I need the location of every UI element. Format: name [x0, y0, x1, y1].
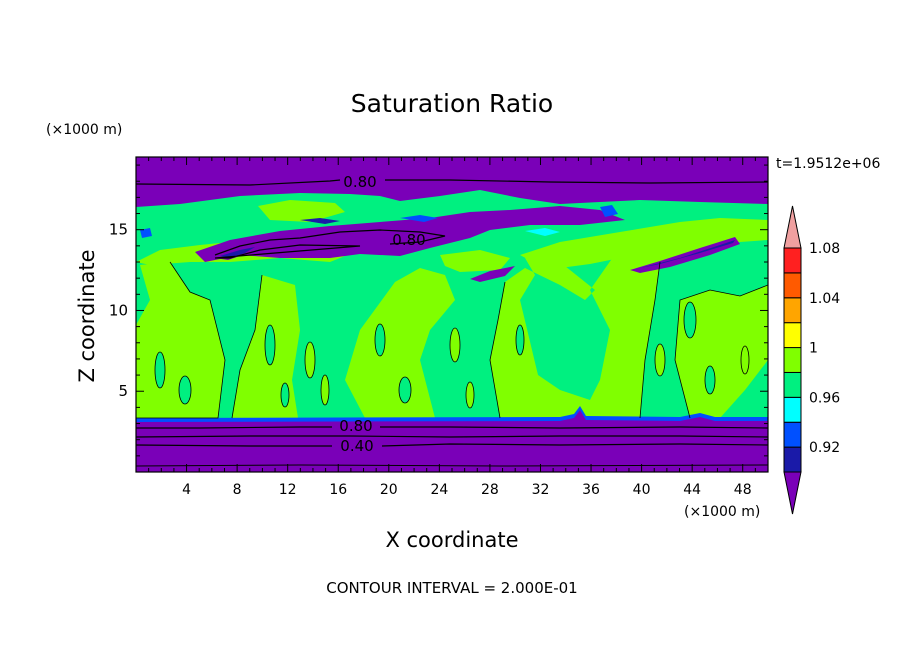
colorbar-swatch — [783, 371, 802, 398]
x-axis: 4 8 12 16 20 24 28 32 36 40 44 48 — [148, 157, 756, 498]
moist-column — [490, 250, 660, 418]
x-tick-label: 32 — [532, 482, 550, 498]
colorbar-swatch — [783, 272, 802, 299]
x-tick-label: 16 — [329, 482, 347, 498]
time-label: t=1.9512e+06 — [776, 156, 880, 172]
contour-label: 0.80 — [392, 231, 425, 249]
chart-title: Saturation Ratio — [351, 89, 553, 118]
boundary-layer — [136, 408, 768, 472]
contour-line-1.00 — [136, 261, 768, 419]
contour-line-0.40 — [136, 443, 768, 447]
contour-line-0.80 — [214, 229, 446, 259]
colorbar-tick-label: 0.92 — [809, 440, 840, 456]
y-tick-label: 15 — [109, 221, 128, 239]
x-tick-label: 12 — [279, 482, 297, 498]
dry-filament — [220, 247, 255, 258]
contour-label: 0.80 — [339, 417, 372, 435]
dry-filament — [470, 266, 515, 282]
dry-filament — [600, 205, 618, 217]
y-axis: 5 10 15 — [109, 164, 768, 457]
moist-column — [675, 285, 768, 418]
dry-filament — [400, 215, 438, 222]
colorbar-swatch — [783, 297, 802, 324]
colorbar-tick-label: 1 — [809, 341, 818, 357]
x-tick-label: 24 — [430, 482, 448, 498]
x-axis-label: X coordinate — [385, 528, 518, 552]
contour-line-0.80 — [136, 426, 768, 429]
contour-field — [136, 157, 768, 472]
y-tick-label: 5 — [118, 382, 128, 400]
y-axis-label: Z coordinate — [75, 249, 99, 382]
dry-filament — [525, 228, 560, 236]
contour-interval-note: CONTOUR INTERVAL = 2.000E-01 — [326, 579, 577, 597]
colorbar-swatch — [783, 396, 802, 423]
moist-column — [440, 250, 510, 272]
contour-label: 0.80 — [343, 173, 376, 191]
moist-column — [520, 218, 768, 268]
boundary-edge — [136, 406, 768, 422]
x-tick-label: 48 — [734, 482, 752, 498]
colorbar-swatch — [783, 421, 802, 448]
dry-filament — [140, 228, 152, 238]
contour-line-0.80 — [136, 179, 768, 186]
x-tick-label: 28 — [481, 482, 499, 498]
x-tick-label: 40 — [633, 482, 651, 498]
y-tick-label: 10 — [109, 301, 128, 319]
colorbar-swatch — [783, 446, 802, 473]
contour-labels: 0.80 0.80 0.80 0.40 — [339, 173, 425, 455]
colorbar-upper-extension — [783, 205, 802, 249]
y-unit-label: (×1000 m) — [46, 122, 122, 138]
colorbar-tick-label: 1.04 — [809, 291, 840, 307]
x-tick-label: 36 — [582, 482, 600, 498]
colorbar: 0.92 0.96 1 1.04 1.08 — [783, 205, 840, 515]
x-tick-label: 20 — [380, 482, 398, 498]
x-tick-label: 8 — [233, 482, 242, 498]
colorbar-swatch — [783, 322, 802, 349]
colorbar-tick-label: 1.08 — [809, 241, 840, 257]
x-tick-label: 4 — [182, 482, 191, 498]
upper-dry-layer — [136, 184, 768, 207]
contour-line-0.20 — [136, 464, 768, 467]
x-unit-label: (×1000 m) — [684, 504, 760, 520]
x-tick-label: 44 — [683, 482, 701, 498]
moist-column — [345, 268, 455, 418]
contour-line-0.60 — [136, 435, 768, 438]
upper-dry-band — [195, 206, 625, 262]
dry-filament — [300, 218, 340, 224]
colorbar-swatch — [783, 347, 802, 373]
colorbar-tick-label: 0.96 — [809, 390, 840, 406]
colorbar-lower-extension — [783, 471, 802, 515]
contour-label: 0.40 — [340, 437, 373, 455]
colorbar-swatch — [783, 247, 802, 274]
moist-column — [258, 200, 345, 222]
